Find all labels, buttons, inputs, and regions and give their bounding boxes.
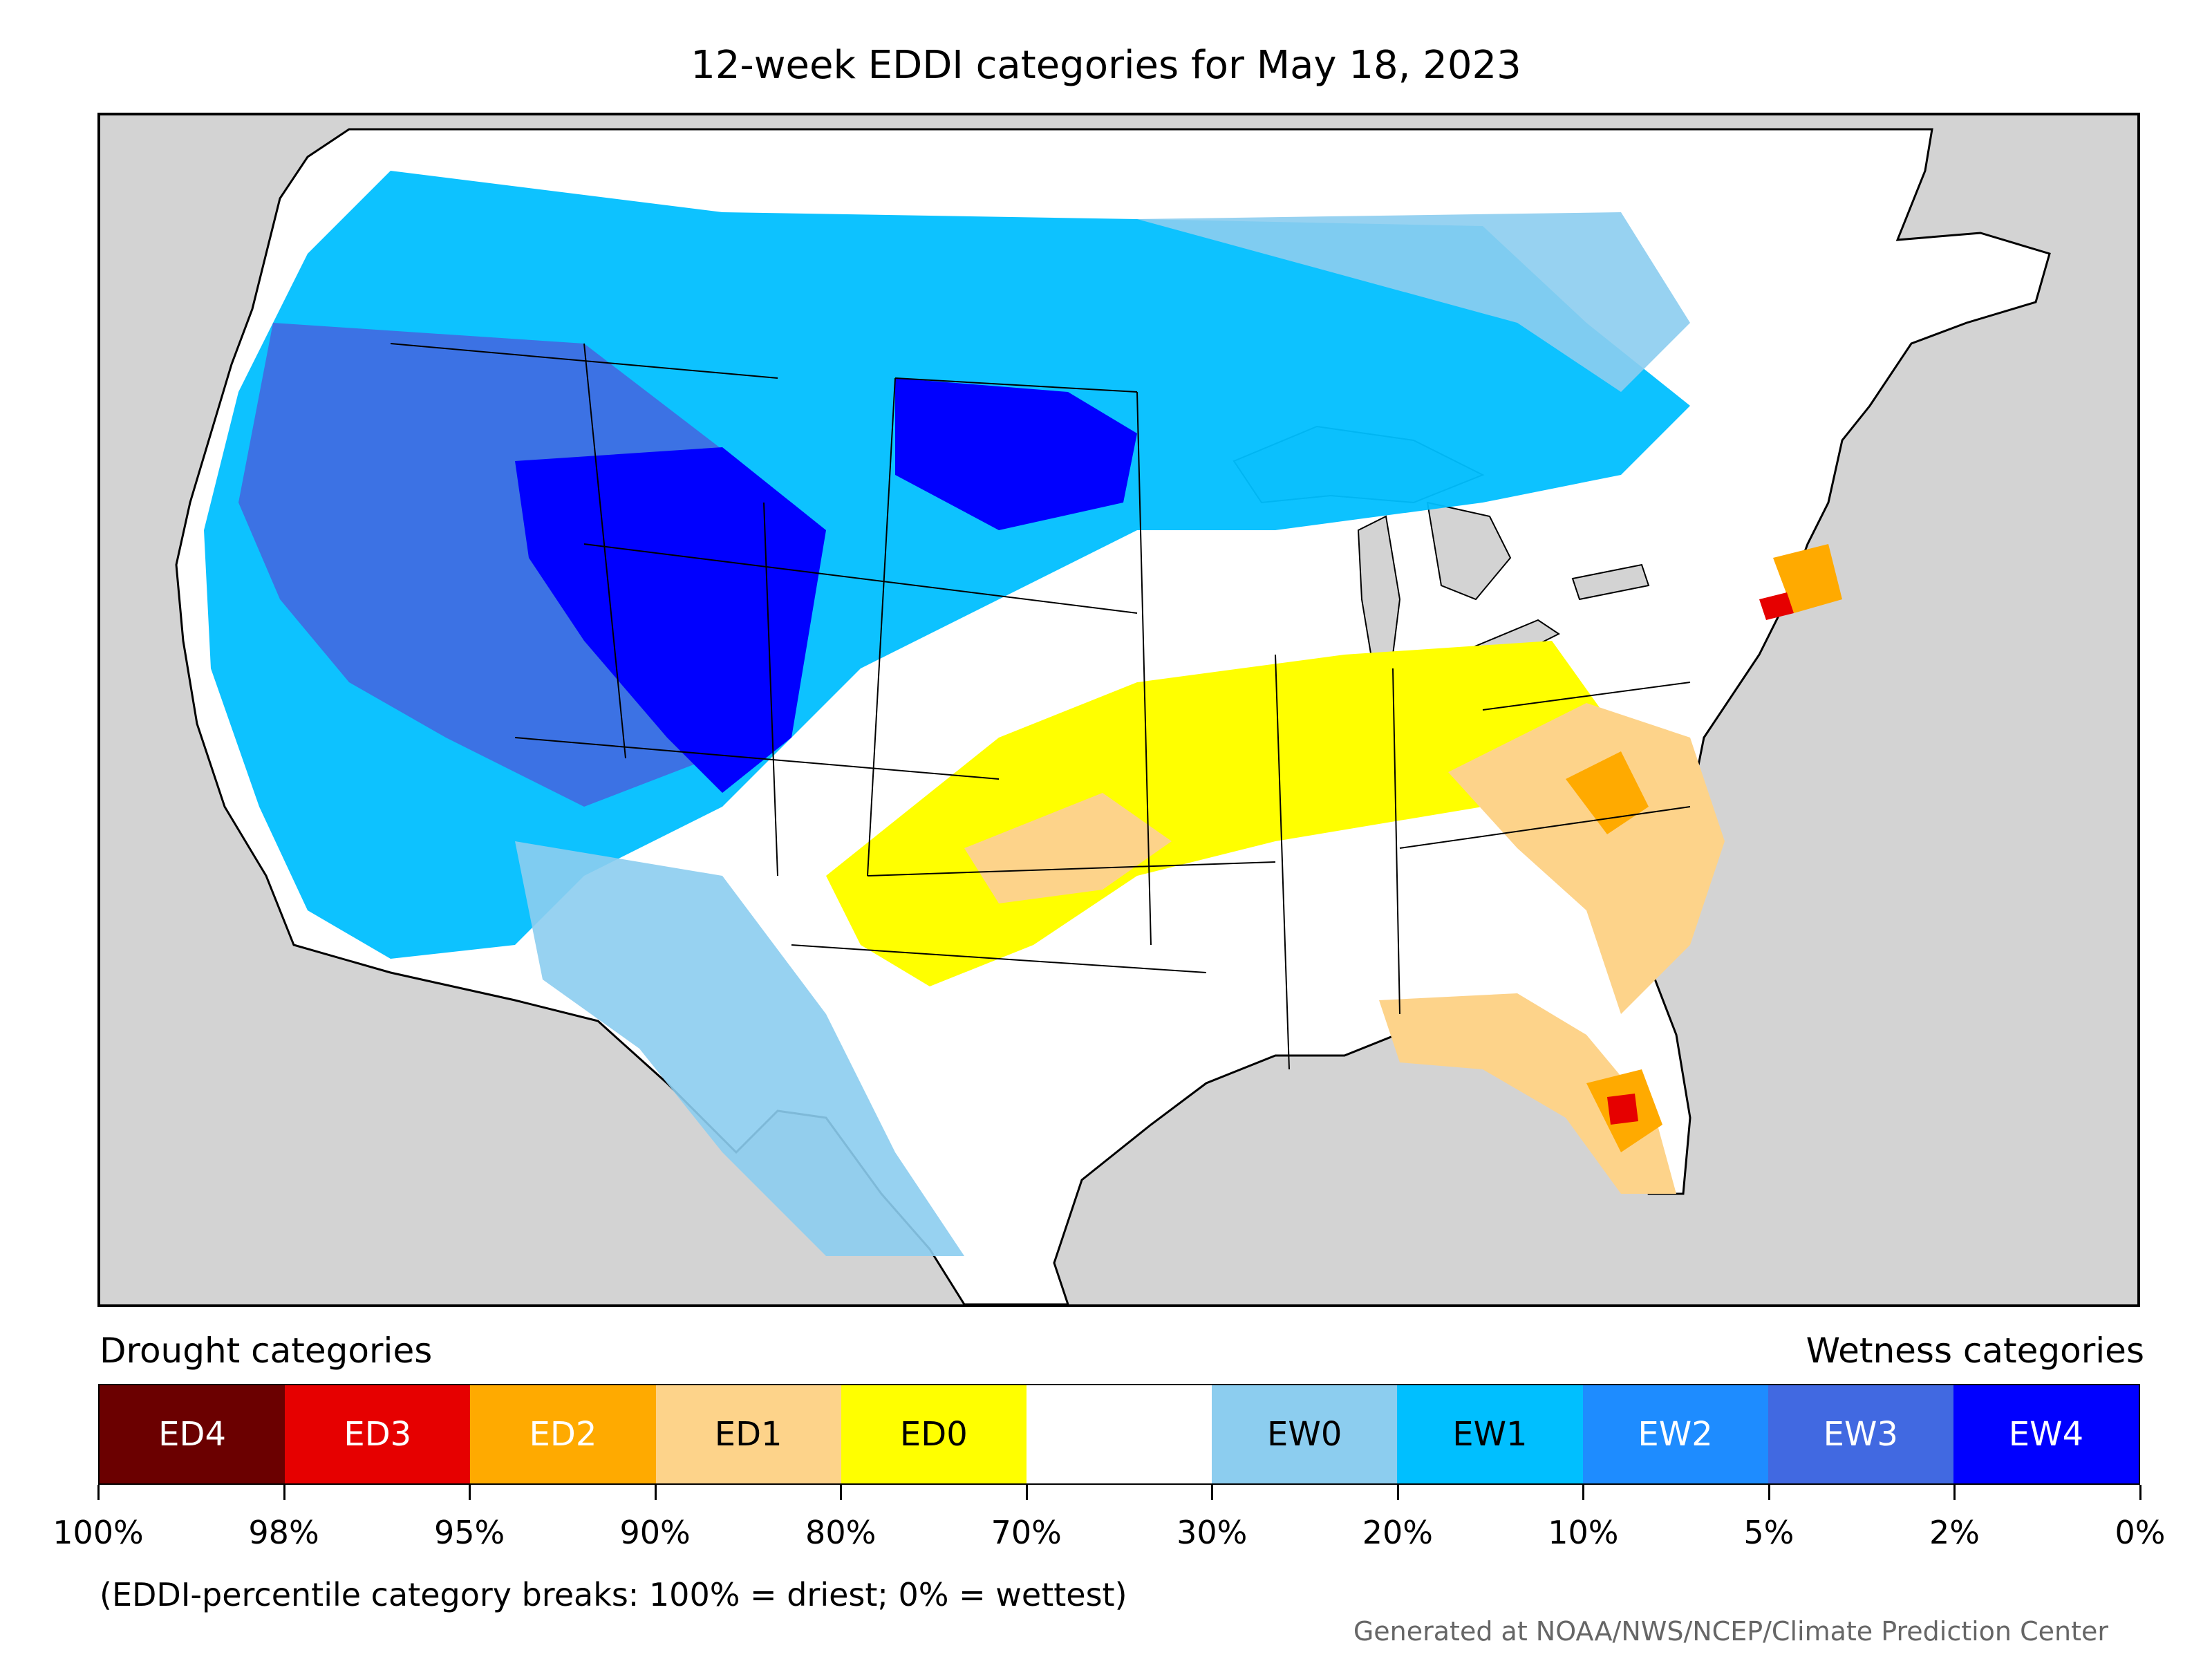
region-ew4-dakotas bbox=[895, 378, 1137, 530]
colorbar-tick bbox=[1025, 1485, 1028, 1500]
colorbar-cell-ew1: EW1 bbox=[1397, 1385, 1583, 1483]
colorbar-tick-label: 0% bbox=[2115, 1514, 2166, 1551]
colorbar-tick-label: 10% bbox=[1548, 1514, 1619, 1551]
colorbar-cell-ew3: EW3 bbox=[1768, 1385, 1953, 1483]
region-ed3-florida bbox=[1607, 1094, 1638, 1125]
colorbar-tick-label: 70% bbox=[991, 1514, 1062, 1551]
colorbar-tick bbox=[1211, 1485, 1214, 1500]
colorbar-tick-label: 90% bbox=[619, 1514, 691, 1551]
colorbar-cell-ew4: EW4 bbox=[1953, 1385, 2139, 1483]
credit-line: Generated at NOAA/NWS/NCEP/Climate Predi… bbox=[1353, 1616, 2108, 1647]
colorbar-cell-ed2: ED2 bbox=[470, 1385, 656, 1483]
colorbar-tick-label: 20% bbox=[1362, 1514, 1433, 1551]
colorbar-tick bbox=[283, 1485, 285, 1500]
us-map-svg bbox=[175, 128, 2051, 1304]
region-ed2-virginia bbox=[1566, 751, 1649, 834]
colorbar-tick bbox=[654, 1485, 657, 1500]
colorbar-cell-ed0: ED0 bbox=[841, 1385, 1027, 1483]
state-borders bbox=[390, 343, 1691, 1070]
colorbar-tick bbox=[1953, 1485, 1956, 1500]
colorbar-cell-normal bbox=[1026, 1385, 1212, 1483]
drought-categories-label: Drought categories bbox=[100, 1331, 433, 1371]
region-ed1-midatlantic bbox=[1448, 703, 1725, 1014]
colorbar-cell-ed4: ED4 bbox=[100, 1385, 285, 1483]
region-ed1-southeast bbox=[1379, 993, 1676, 1194]
colorbar-tick-label: 30% bbox=[1177, 1514, 1248, 1551]
percentile-note: (EDDI-percentile category breaks: 100% =… bbox=[100, 1576, 1127, 1613]
region-ed1-central bbox=[964, 793, 1172, 903]
region-ew0-north bbox=[1137, 212, 1690, 392]
colorbar-tick-label: 100% bbox=[53, 1514, 144, 1551]
eddi-map bbox=[97, 113, 2140, 1307]
colorbar-tick bbox=[469, 1485, 471, 1500]
category-colorbar: ED4 ED3 ED2 ED1 ED0 EW0 EW1 EW2 EW3 EW4 bbox=[98, 1384, 2140, 1485]
lake-ontario bbox=[1571, 563, 1650, 601]
colorbar-tick bbox=[1768, 1485, 1770, 1500]
colorbar-cell-ew2: EW2 bbox=[1582, 1385, 1768, 1483]
colorbar-cell-ed1: ED1 bbox=[655, 1385, 841, 1483]
colorbar-cell-ed3: ED3 bbox=[285, 1385, 471, 1483]
region-ew4-central bbox=[515, 447, 826, 793]
map-title: 12-week EDDI categories for May 18, 2023 bbox=[691, 43, 1521, 88]
colorbar-tick-label: 95% bbox=[433, 1514, 505, 1551]
lake-huron bbox=[1426, 501, 1512, 601]
colorbar-tick-label: 2% bbox=[1929, 1514, 1980, 1551]
colorbar-tick bbox=[1396, 1485, 1399, 1500]
colorbar-tick-label: 80% bbox=[805, 1514, 877, 1551]
region-ed3-newyork bbox=[1759, 592, 1794, 620]
colorbar-tick bbox=[97, 1485, 100, 1500]
colorbar-tick bbox=[1582, 1485, 1585, 1500]
colorbar-tick-label: 98% bbox=[248, 1514, 319, 1551]
colorbar-tick-label: 5% bbox=[1743, 1514, 1794, 1551]
colorbar-cell-ew0: EW0 bbox=[1212, 1385, 1398, 1483]
wetness-categories-label: Wetness categories bbox=[1806, 1331, 2144, 1371]
colorbar-tick bbox=[2139, 1485, 2141, 1500]
colorbar-tick bbox=[840, 1485, 843, 1500]
region-ew0-southwest bbox=[515, 841, 964, 1256]
colorbar-ticks bbox=[97, 1485, 2141, 1501]
region-ed2-northeast bbox=[1773, 544, 1842, 613]
